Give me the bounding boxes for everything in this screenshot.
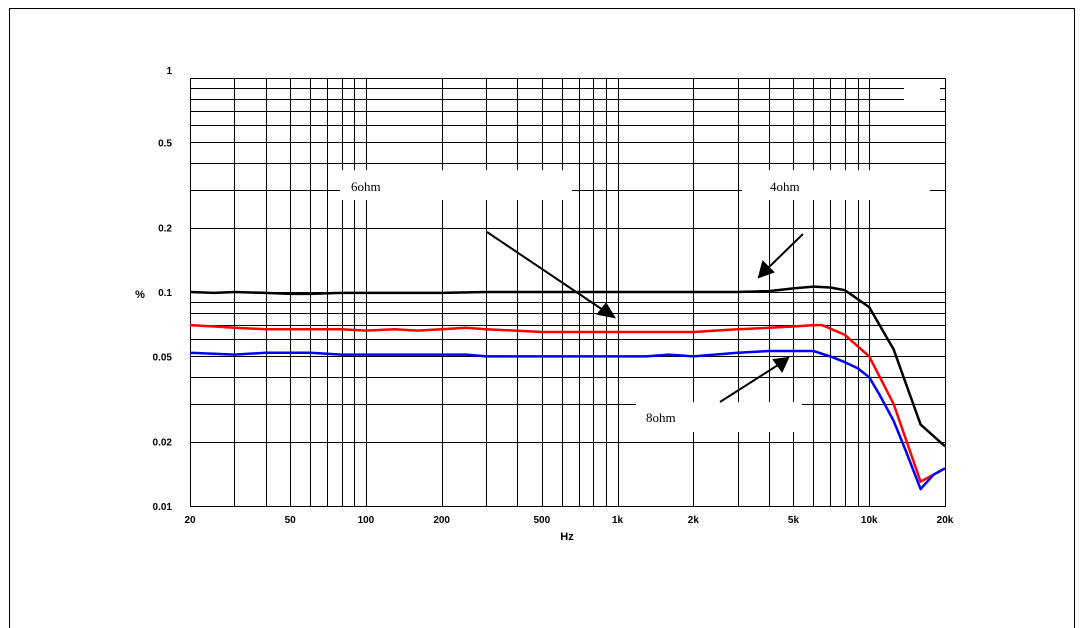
x-tick-label: 200	[433, 515, 450, 526]
y-tick-label: 0.02	[153, 438, 173, 449]
arrow-8ohm-head	[772, 356, 790, 373]
x-tick-label: 50	[285, 515, 297, 526]
y-tick-label: 0.05	[153, 352, 173, 363]
annotation-4ohm: 4ohm	[770, 179, 800, 194]
arrow-8ohm	[719, 364, 779, 403]
tick-labels: 20 50 100 200 500 1k 2k 5k 10k 20k 1 0.5 0.2 0.1 0.05 0…	[153, 66, 954, 526]
x-tick-label: 100	[358, 515, 375, 526]
x-tick-label: 2k	[688, 515, 700, 526]
x-tick-label: 10k	[861, 515, 878, 526]
y-tick-label: 0.2	[158, 224, 172, 235]
x-tick-label: 20	[184, 515, 196, 526]
label-box-8ohm	[636, 402, 802, 432]
arrow-4ohm-head	[757, 260, 775, 279]
label-box-top-right	[904, 82, 940, 110]
y-tick-label: 0.1	[158, 288, 172, 299]
y-tick-label: 0.01	[153, 502, 173, 513]
y-axis-label: %	[135, 289, 145, 301]
x-tick-label: 500	[533, 515, 550, 526]
arrow-6ohm-head	[596, 302, 617, 319]
arrow-4ohm	[767, 233, 804, 269]
series-line-8ohm	[189, 349, 946, 491]
label-box-4ohm	[742, 170, 930, 200]
annotation-arrows	[486, 231, 804, 403]
x-tick-label: 1k	[612, 515, 624, 526]
series-line-4ohm	[189, 285, 946, 448]
x-tick-label: 20k	[937, 515, 954, 526]
y-tick-label: 1	[166, 66, 172, 77]
series-line-6ohm	[189, 323, 946, 483]
x-axis-label: Hz	[560, 531, 574, 543]
annotation-8ohm: 8ohm	[646, 410, 676, 425]
series-layer	[189, 285, 946, 491]
annotation-6ohm: 6ohm	[351, 179, 381, 194]
y-tick-label: 0.5	[158, 138, 172, 149]
arrow-6ohm	[486, 231, 604, 311]
x-tick-label: 5k	[788, 515, 800, 526]
label-box-6ohm	[340, 170, 572, 200]
